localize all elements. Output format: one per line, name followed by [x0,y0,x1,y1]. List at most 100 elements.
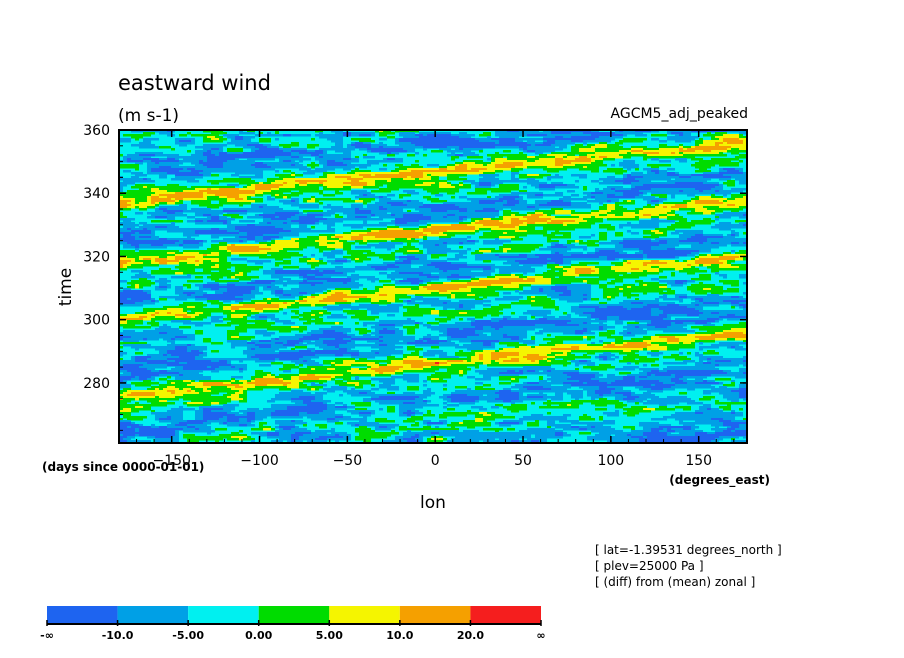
heatmap-cell [191,344,195,347]
heatmap-cell [587,154,619,157]
heatmap-cell [479,280,535,283]
heatmap-cell [587,390,595,393]
heatmap-cell [347,144,351,147]
heatmap-cell [527,298,551,301]
heatmap-cell [131,284,135,287]
heatmap-cell [327,280,351,283]
heatmap-cell [399,414,407,417]
heatmap-cell [651,246,675,249]
heatmap-cell [119,364,123,367]
heatmap-cell [291,216,299,219]
heatmap-cell [491,162,503,165]
heatmap-cell [291,238,299,241]
heatmap-cell [623,342,627,345]
heatmap-cell [311,382,315,385]
heatmap-cell [411,300,415,303]
heatmap-cell [379,386,399,389]
heatmap-cell [439,238,467,241]
heatmap-cell [723,394,739,397]
heatmap-cell [663,312,703,315]
heatmap-cell [511,214,515,217]
heatmap-cell [743,398,747,401]
heatmap-cell [455,308,471,311]
heatmap-cell [719,164,739,167]
heatmap-cell [175,376,211,379]
heatmap-cell [551,278,607,281]
heatmap-cell [219,138,227,141]
heatmap-cell [119,218,135,221]
heatmap-cell [271,240,275,243]
heatmap-cell [691,130,727,133]
heatmap-cell [687,286,723,289]
heatmap-cell [191,388,203,391]
heatmap-cell [259,340,271,343]
heatmap-cell [687,148,727,151]
heatmap-cell [291,156,299,159]
heatmap-cell [427,410,431,413]
heatmap-cell [187,150,191,153]
heatmap-cell [143,300,151,303]
heatmap-cell [739,370,747,373]
heatmap-cell [403,178,415,181]
heatmap-cell [167,386,175,389]
heatmap-cell [299,260,307,263]
heatmap-cell [447,338,511,341]
heatmap-cell [175,298,187,301]
heatmap-cell [343,256,367,259]
heatmap-cell [235,136,243,139]
heatmap-cell [591,268,599,271]
heatmap-cell [275,396,299,399]
heatmap-cell [731,302,739,305]
heatmap-cell [119,412,131,415]
heatmap-cell [739,408,743,411]
heatmap-cell [195,218,211,221]
heatmap-cell [251,420,255,423]
heatmap-cell [327,292,335,295]
heatmap-cell [595,426,611,429]
heatmap-cell [719,170,727,173]
heatmap-cell [171,222,175,225]
heatmap-cell [687,260,695,263]
heatmap-cell [731,284,739,287]
heatmap-cell [455,256,467,259]
heatmap-cell [559,146,567,149]
heatmap-cell [335,338,343,341]
heatmap-cell [231,250,259,253]
heatmap-cell [339,240,347,243]
heatmap-cell [359,148,367,151]
heatmap-cell [159,196,167,199]
heatmap-cell [307,144,319,147]
heatmap-cell [619,150,631,153]
heatmap-cell [479,140,499,143]
heatmap-cell [239,384,255,387]
heatmap-cell [119,432,175,435]
heatmap-cell [443,438,447,441]
heatmap-cell [423,280,431,283]
heatmap-cell [695,364,715,367]
heatmap-cell [235,236,239,239]
heatmap-cell [403,214,423,217]
heatmap-cell [579,236,591,239]
heatmap-cell [607,204,615,207]
heatmap-cell [731,146,747,149]
heatmap-cell [379,366,403,369]
heatmap-cell [283,260,291,263]
heatmap-cell [727,426,731,429]
heatmap-cell [539,354,547,357]
heatmap-cell [703,302,719,305]
heatmap-cell [651,320,715,323]
heatmap-cell [307,200,315,203]
heatmap-cell [399,172,423,175]
heatmap-cell [467,294,475,297]
heatmap-cell [239,132,255,135]
heatmap-cell [403,356,407,359]
heatmap-cell [387,208,403,211]
heatmap-cell [359,426,367,429]
heatmap-cell [135,260,151,263]
heatmap-cell [379,288,411,291]
heatmap-cell [587,330,591,333]
heatmap-cell [295,402,303,405]
heatmap-cell [307,360,315,363]
heatmap-cell [691,200,695,203]
